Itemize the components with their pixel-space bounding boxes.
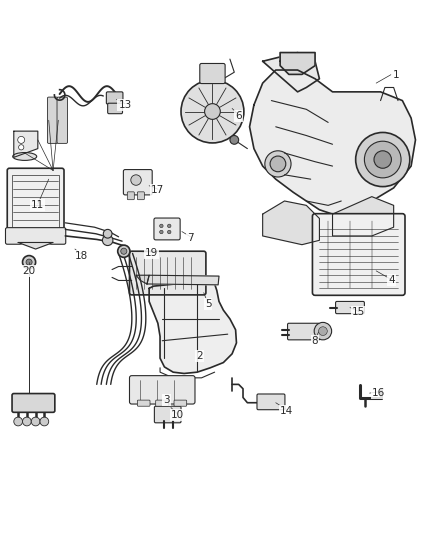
FancyBboxPatch shape xyxy=(174,400,187,406)
Text: 18: 18 xyxy=(75,251,88,261)
Circle shape xyxy=(167,230,171,234)
Text: 1: 1 xyxy=(392,70,399,80)
Circle shape xyxy=(40,417,49,426)
Text: 14: 14 xyxy=(280,406,293,416)
Circle shape xyxy=(18,144,24,150)
Polygon shape xyxy=(263,53,319,92)
Polygon shape xyxy=(149,283,237,374)
Circle shape xyxy=(102,235,113,246)
Circle shape xyxy=(131,175,141,185)
Polygon shape xyxy=(280,53,315,75)
Text: 3: 3 xyxy=(163,394,170,405)
FancyBboxPatch shape xyxy=(138,192,145,200)
FancyBboxPatch shape xyxy=(127,192,134,200)
Circle shape xyxy=(22,417,31,426)
Text: 6: 6 xyxy=(235,111,242,121)
Text: 7: 7 xyxy=(187,233,194,243)
Circle shape xyxy=(31,417,40,426)
Text: 11: 11 xyxy=(31,200,44,211)
Circle shape xyxy=(14,417,22,426)
FancyBboxPatch shape xyxy=(288,323,320,340)
Circle shape xyxy=(314,322,332,340)
Circle shape xyxy=(167,224,171,228)
Polygon shape xyxy=(263,201,319,245)
Circle shape xyxy=(159,224,163,228)
FancyBboxPatch shape xyxy=(200,63,225,84)
FancyBboxPatch shape xyxy=(257,394,285,410)
FancyBboxPatch shape xyxy=(130,251,206,295)
FancyBboxPatch shape xyxy=(108,103,123,114)
Text: 17: 17 xyxy=(151,185,165,195)
Circle shape xyxy=(159,230,163,234)
Polygon shape xyxy=(147,275,219,285)
Circle shape xyxy=(364,141,401,178)
Polygon shape xyxy=(250,70,416,214)
Text: 13: 13 xyxy=(119,100,132,110)
Text: 19: 19 xyxy=(145,248,158,259)
Text: 10: 10 xyxy=(171,410,184,420)
FancyBboxPatch shape xyxy=(155,400,168,406)
Circle shape xyxy=(103,229,112,238)
Circle shape xyxy=(270,156,286,172)
FancyBboxPatch shape xyxy=(138,400,150,406)
Text: 8: 8 xyxy=(312,336,318,346)
FancyBboxPatch shape xyxy=(336,302,364,313)
FancyBboxPatch shape xyxy=(6,228,66,244)
Text: 4: 4 xyxy=(388,274,395,285)
Circle shape xyxy=(181,80,244,143)
Text: 16: 16 xyxy=(372,388,385,398)
Text: 15: 15 xyxy=(352,308,365,317)
Polygon shape xyxy=(136,275,149,284)
Polygon shape xyxy=(332,197,394,236)
Circle shape xyxy=(18,136,25,143)
Circle shape xyxy=(265,151,291,177)
FancyBboxPatch shape xyxy=(124,169,152,195)
Polygon shape xyxy=(14,131,38,157)
Circle shape xyxy=(374,151,392,168)
Text: 2: 2 xyxy=(196,351,203,361)
FancyBboxPatch shape xyxy=(312,214,405,295)
FancyBboxPatch shape xyxy=(47,97,58,143)
Circle shape xyxy=(121,248,127,254)
Circle shape xyxy=(230,135,239,144)
Text: 5: 5 xyxy=(205,298,212,309)
Circle shape xyxy=(26,259,32,265)
FancyBboxPatch shape xyxy=(106,92,123,104)
FancyBboxPatch shape xyxy=(12,393,55,413)
Circle shape xyxy=(356,133,410,187)
FancyBboxPatch shape xyxy=(130,376,195,404)
Circle shape xyxy=(318,327,327,335)
Text: 20: 20 xyxy=(22,266,35,276)
Polygon shape xyxy=(18,243,53,249)
FancyBboxPatch shape xyxy=(7,168,64,234)
Circle shape xyxy=(205,103,220,119)
Ellipse shape xyxy=(13,152,37,160)
Circle shape xyxy=(22,256,35,269)
FancyBboxPatch shape xyxy=(154,406,181,423)
FancyBboxPatch shape xyxy=(57,97,67,143)
FancyBboxPatch shape xyxy=(154,218,180,240)
Circle shape xyxy=(118,245,130,257)
